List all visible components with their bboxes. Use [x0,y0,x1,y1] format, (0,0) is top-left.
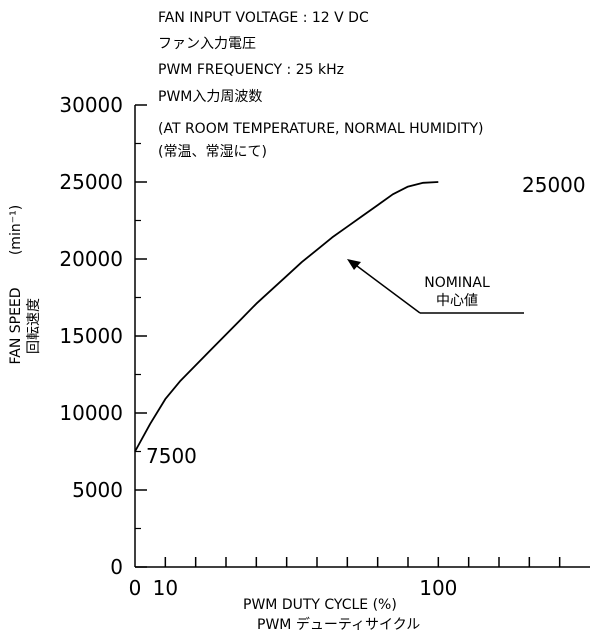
note-frequency-jp: PWM入力周波数 [158,89,262,105]
x-tick-label: 10 [153,576,178,600]
y-tick-label: 30000 [59,93,123,117]
series-line [134,181,439,452]
y-tick-label: 5000 [72,478,123,502]
y-tick-label: 25000 [59,170,123,194]
note-frequency-en: PWM FREQUENCY : 25 kHz [158,62,344,78]
nominal-leader-diagonal [352,262,421,314]
y-tick-label: 15000 [59,324,123,348]
y-tick-label: 10000 [59,401,123,425]
nominal-arrowhead [347,259,361,270]
note-conditions-jp: (常温、常湿にて) [158,144,267,160]
nominal-label-en: NOMINAL [424,275,490,291]
y-axis-title: FAN SPEED [8,287,24,364]
x-axis-title-jp: PWM デューティサイクル [257,616,420,632]
end-labels: 7500 25000 [146,173,586,468]
note-conditions-en: (AT ROOM TEMPERATURE, NORMAL HUMIDITY) [158,121,484,137]
y-tick-label: 0 [110,555,123,579]
y-axis-title-jp: 回転速度 [26,298,42,354]
x-ticks: 0 10 100 [129,557,561,600]
x-tick-label: 0 [129,576,142,600]
x-axis-title: PWM DUTY CYCLE (%) [243,597,397,613]
nominal-label-jp: 中心値 [436,293,478,309]
axis-titles: PWM DUTY CYCLE (%) PWM デューティサイクル FAN SPE… [8,205,420,632]
end-value-label: 25000 [522,173,586,197]
y-axis-unit: (min⁻¹) [8,205,24,255]
x-tick-label: 100 [419,576,457,600]
note-voltage-en: FAN INPUT VOLTAGE : 12 V DC [158,10,369,26]
y-tick-label: 20000 [59,247,123,271]
note-voltage-jp: ファン入力電圧 [158,36,256,52]
nominal-annotation: NOMINAL 中心値 [347,259,524,314]
condition-notes: FAN INPUT VOLTAGE : 12 V DC ファン入力電圧 PWM … [158,10,484,160]
series-group [134,181,439,452]
y-ticks: 0 5000 10000 15000 20000 25000 30000 [59,93,147,579]
start-value-label: 7500 [146,444,197,468]
